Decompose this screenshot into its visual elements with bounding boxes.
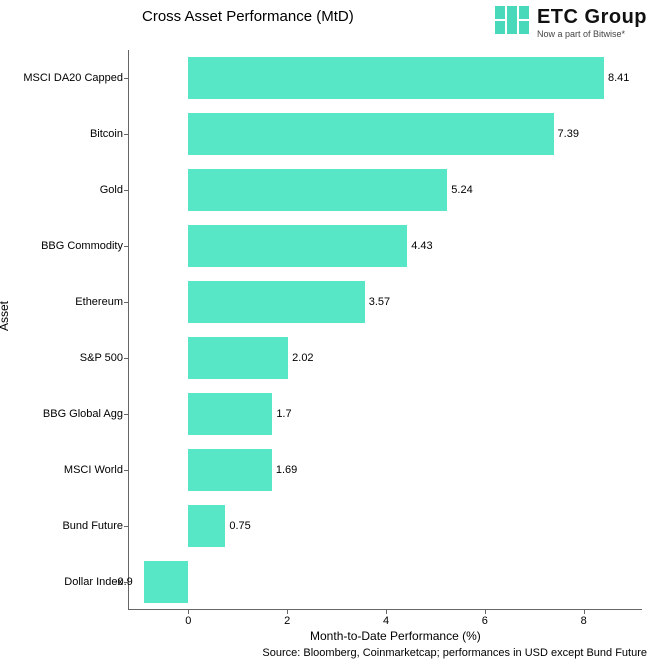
logo-text: ETC Group bbox=[537, 6, 647, 29]
source-caption: Source: Bloomberg, Coinmarketcap; perfor… bbox=[262, 647, 647, 659]
bar bbox=[188, 393, 272, 435]
x-tick bbox=[188, 609, 189, 614]
y-tick bbox=[124, 246, 129, 247]
bar-value-label: 1.69 bbox=[276, 464, 297, 476]
y-axis-label: Ethereum bbox=[13, 296, 123, 308]
y-tick bbox=[124, 414, 129, 415]
y-axis-label: Gold bbox=[13, 184, 123, 196]
y-tick bbox=[124, 302, 129, 303]
y-axis-label: Bitcoin bbox=[13, 128, 123, 140]
y-tick bbox=[124, 134, 129, 135]
bar-row: -0.9 bbox=[129, 554, 642, 610]
y-tick bbox=[124, 470, 129, 471]
y-axis-label: MSCI World bbox=[13, 464, 123, 476]
bar bbox=[188, 505, 225, 547]
bar-value-label: 8.41 bbox=[608, 72, 629, 84]
y-axis-label: BBG Global Agg bbox=[13, 408, 123, 420]
bar-row: 8.41 bbox=[129, 50, 642, 106]
y-tick bbox=[124, 190, 129, 191]
bar-value-label: 2.02 bbox=[292, 352, 313, 364]
bar-value-label: 4.43 bbox=[411, 240, 432, 252]
bar-row: 7.39 bbox=[129, 106, 642, 162]
y-axis-label: S&P 500 bbox=[13, 352, 123, 364]
bar bbox=[188, 449, 272, 491]
x-axis-label: 8 bbox=[581, 615, 587, 627]
bar-row: 1.69 bbox=[129, 442, 642, 498]
brand-logo: ETC Group Now a part of Bitwise* bbox=[495, 6, 647, 39]
x-tick bbox=[485, 609, 486, 614]
x-axis-title: Month-to-Date Performance (%) bbox=[310, 629, 481, 643]
bar bbox=[188, 281, 364, 323]
y-axis-label: MSCI DA20 Capped bbox=[13, 72, 123, 84]
plot-area: 8.417.395.244.433.572.021.71.690.75-0.90… bbox=[128, 50, 642, 610]
bar-value-label: 3.57 bbox=[369, 296, 390, 308]
bar-row: 2.02 bbox=[129, 330, 642, 386]
bar bbox=[188, 169, 447, 211]
bar-row: 1.7 bbox=[129, 386, 642, 442]
y-axis-label: Dollar Index bbox=[13, 576, 123, 588]
bar-row: 0.75 bbox=[129, 498, 642, 554]
bar bbox=[188, 225, 407, 267]
y-tick bbox=[124, 526, 129, 527]
x-axis-label: 2 bbox=[284, 615, 290, 627]
chart-title: Cross Asset Performance (MtD) bbox=[142, 8, 354, 25]
x-axis-label: 4 bbox=[383, 615, 389, 627]
bar bbox=[188, 57, 604, 99]
bar-value-label: 1.7 bbox=[276, 408, 291, 420]
bar bbox=[188, 113, 553, 155]
x-tick bbox=[287, 609, 288, 614]
logo-subtitle: Now a part of Bitwise* bbox=[537, 29, 647, 39]
bar-value-label: 0.75 bbox=[229, 520, 250, 532]
y-axis-label: Bund Future bbox=[13, 520, 123, 532]
bar bbox=[144, 561, 188, 603]
x-axis-label: 0 bbox=[185, 615, 191, 627]
bar-row: 5.24 bbox=[129, 162, 642, 218]
etc-logo-icon bbox=[495, 6, 529, 34]
x-tick bbox=[386, 609, 387, 614]
bar-row: 3.57 bbox=[129, 274, 642, 330]
bar-row: 4.43 bbox=[129, 218, 642, 274]
x-axis-label: 6 bbox=[482, 615, 488, 627]
y-tick bbox=[124, 582, 129, 583]
bar-value-label: 5.24 bbox=[451, 184, 472, 196]
chart-container: Cross Asset Performance (MtD) ETC Group … bbox=[0, 0, 661, 661]
y-tick bbox=[124, 78, 129, 79]
x-tick bbox=[584, 609, 585, 614]
y-axis-title: Asset bbox=[0, 300, 11, 330]
y-axis-label: BBG Commodity bbox=[13, 240, 123, 252]
bar bbox=[188, 337, 288, 379]
logo-text-wrap: ETC Group Now a part of Bitwise* bbox=[537, 6, 647, 39]
bar-value-label: 7.39 bbox=[558, 128, 579, 140]
y-tick bbox=[124, 358, 129, 359]
